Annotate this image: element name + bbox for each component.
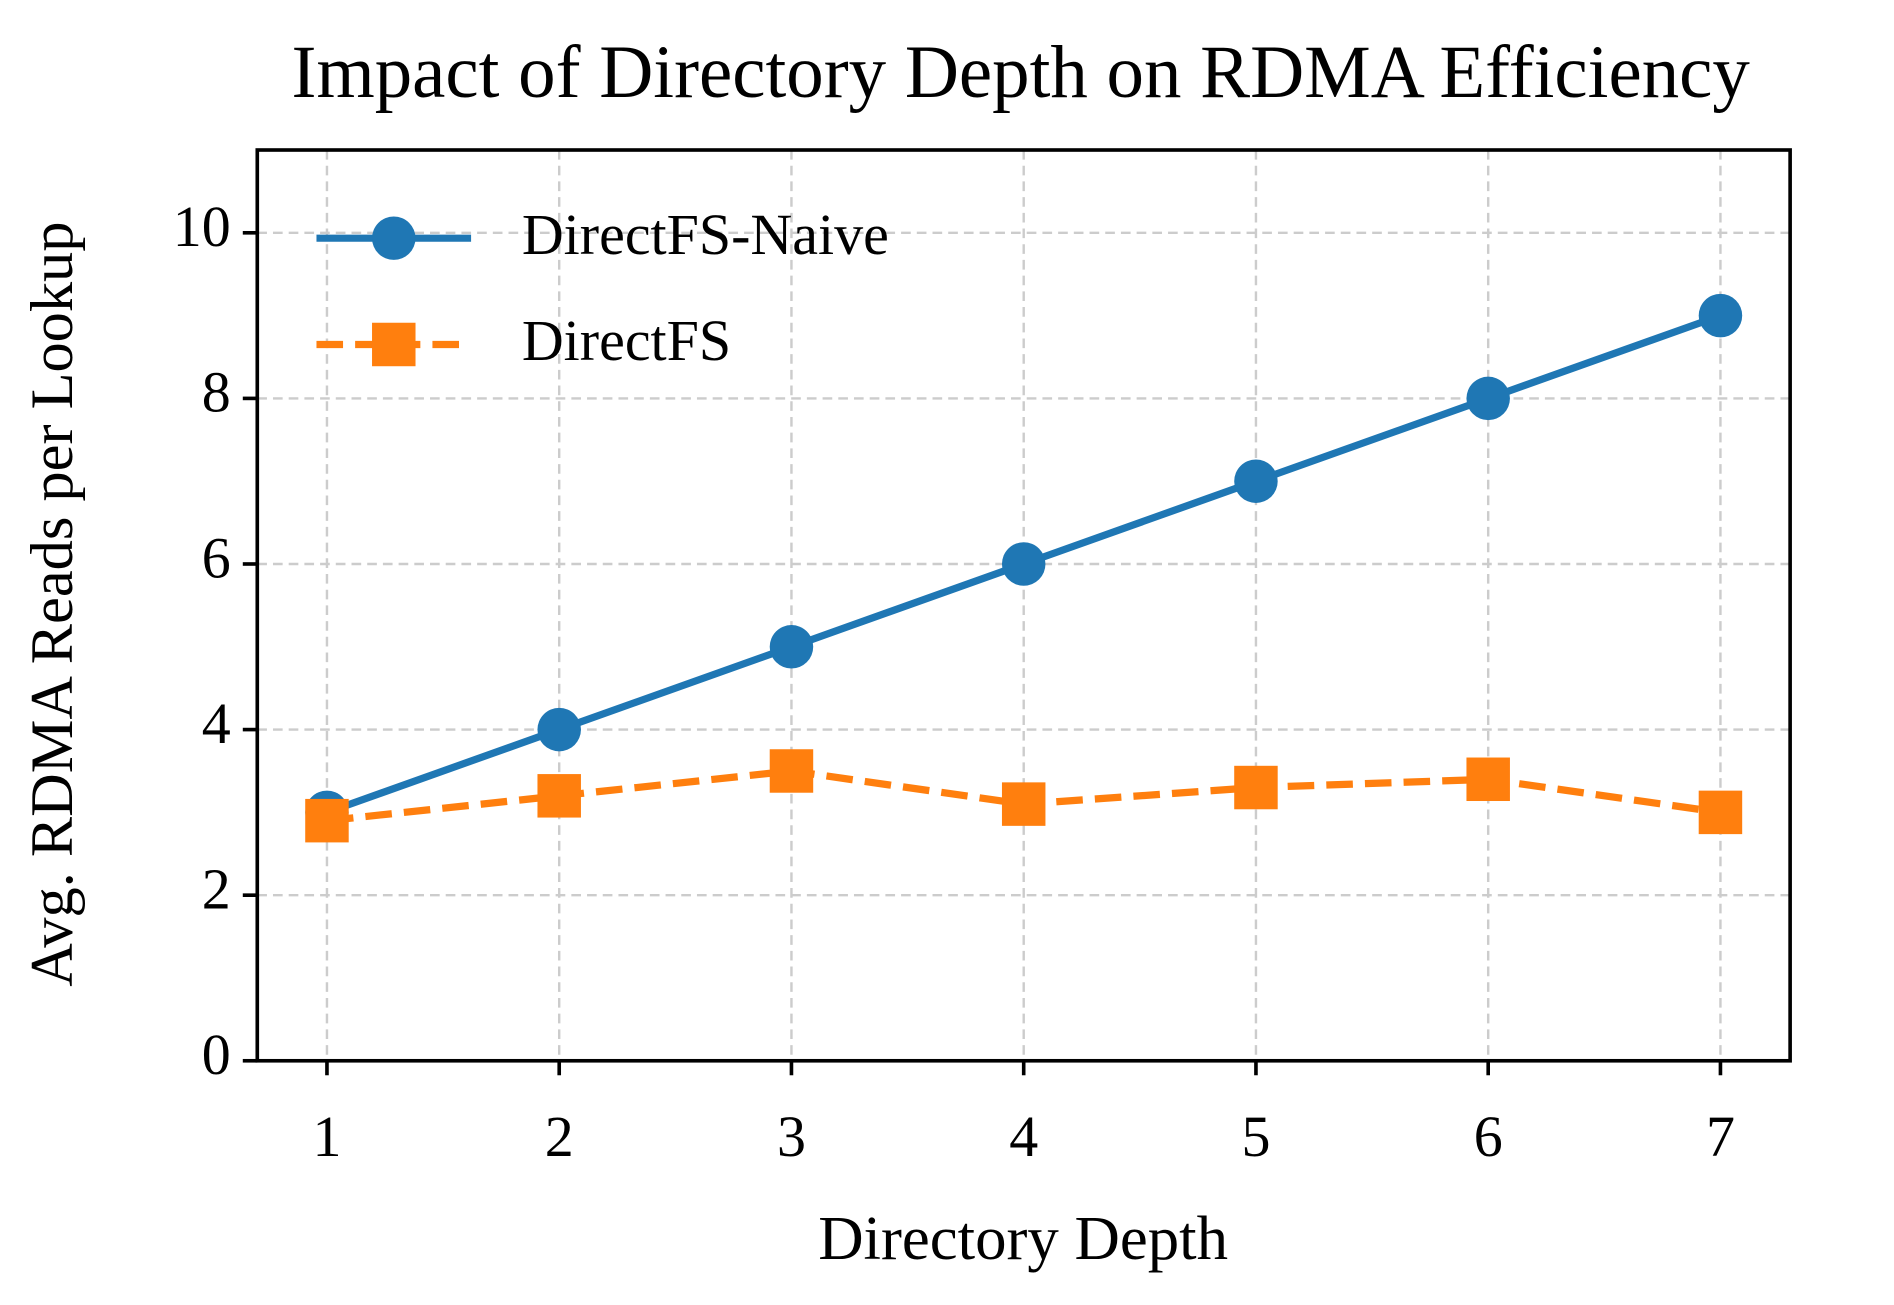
marker <box>1001 782 1046 826</box>
x-tick-label: 3 <box>777 1104 806 1169</box>
y-tick-label: 10 <box>173 194 231 259</box>
legend-label: DirectFS-Naive <box>522 202 889 267</box>
y-tick-label: 0 <box>202 1022 231 1087</box>
x-axis-label: Directory Depth <box>818 1203 1228 1273</box>
x-tick-label: 1 <box>312 1104 341 1169</box>
y-tick-label: 6 <box>202 525 231 590</box>
series <box>305 749 1743 843</box>
marker <box>1234 765 1278 810</box>
x-tick-label: 7 <box>1706 1104 1735 1169</box>
marker <box>1001 542 1046 586</box>
y-tick-label: 4 <box>202 691 231 756</box>
marker <box>537 774 581 818</box>
marker <box>1698 790 1743 835</box>
chart-title: Impact of Directory Depth on RDMA Effici… <box>292 31 1751 114</box>
marker <box>1466 376 1510 421</box>
x-tick-label: 4 <box>1009 1104 1038 1169</box>
marker <box>305 798 349 843</box>
marker <box>1466 757 1510 802</box>
x-tick-label: 6 <box>1474 1104 1503 1169</box>
marker <box>1698 293 1743 338</box>
marker <box>372 216 416 260</box>
y-tick-label: 8 <box>202 360 231 425</box>
marker <box>372 322 416 367</box>
y-axis-label: Avg. RDMA Reads per Lookup <box>19 222 86 987</box>
marker <box>769 749 814 793</box>
marker <box>1234 459 1278 503</box>
x-tick-label: 2 <box>545 1104 574 1169</box>
marker <box>769 625 814 669</box>
x-tick-label: 5 <box>1241 1104 1270 1169</box>
legend-label: DirectFS <box>522 308 731 373</box>
y-tick-label: 2 <box>202 856 231 921</box>
marker <box>537 707 581 752</box>
axes-frame <box>255 148 1792 1063</box>
